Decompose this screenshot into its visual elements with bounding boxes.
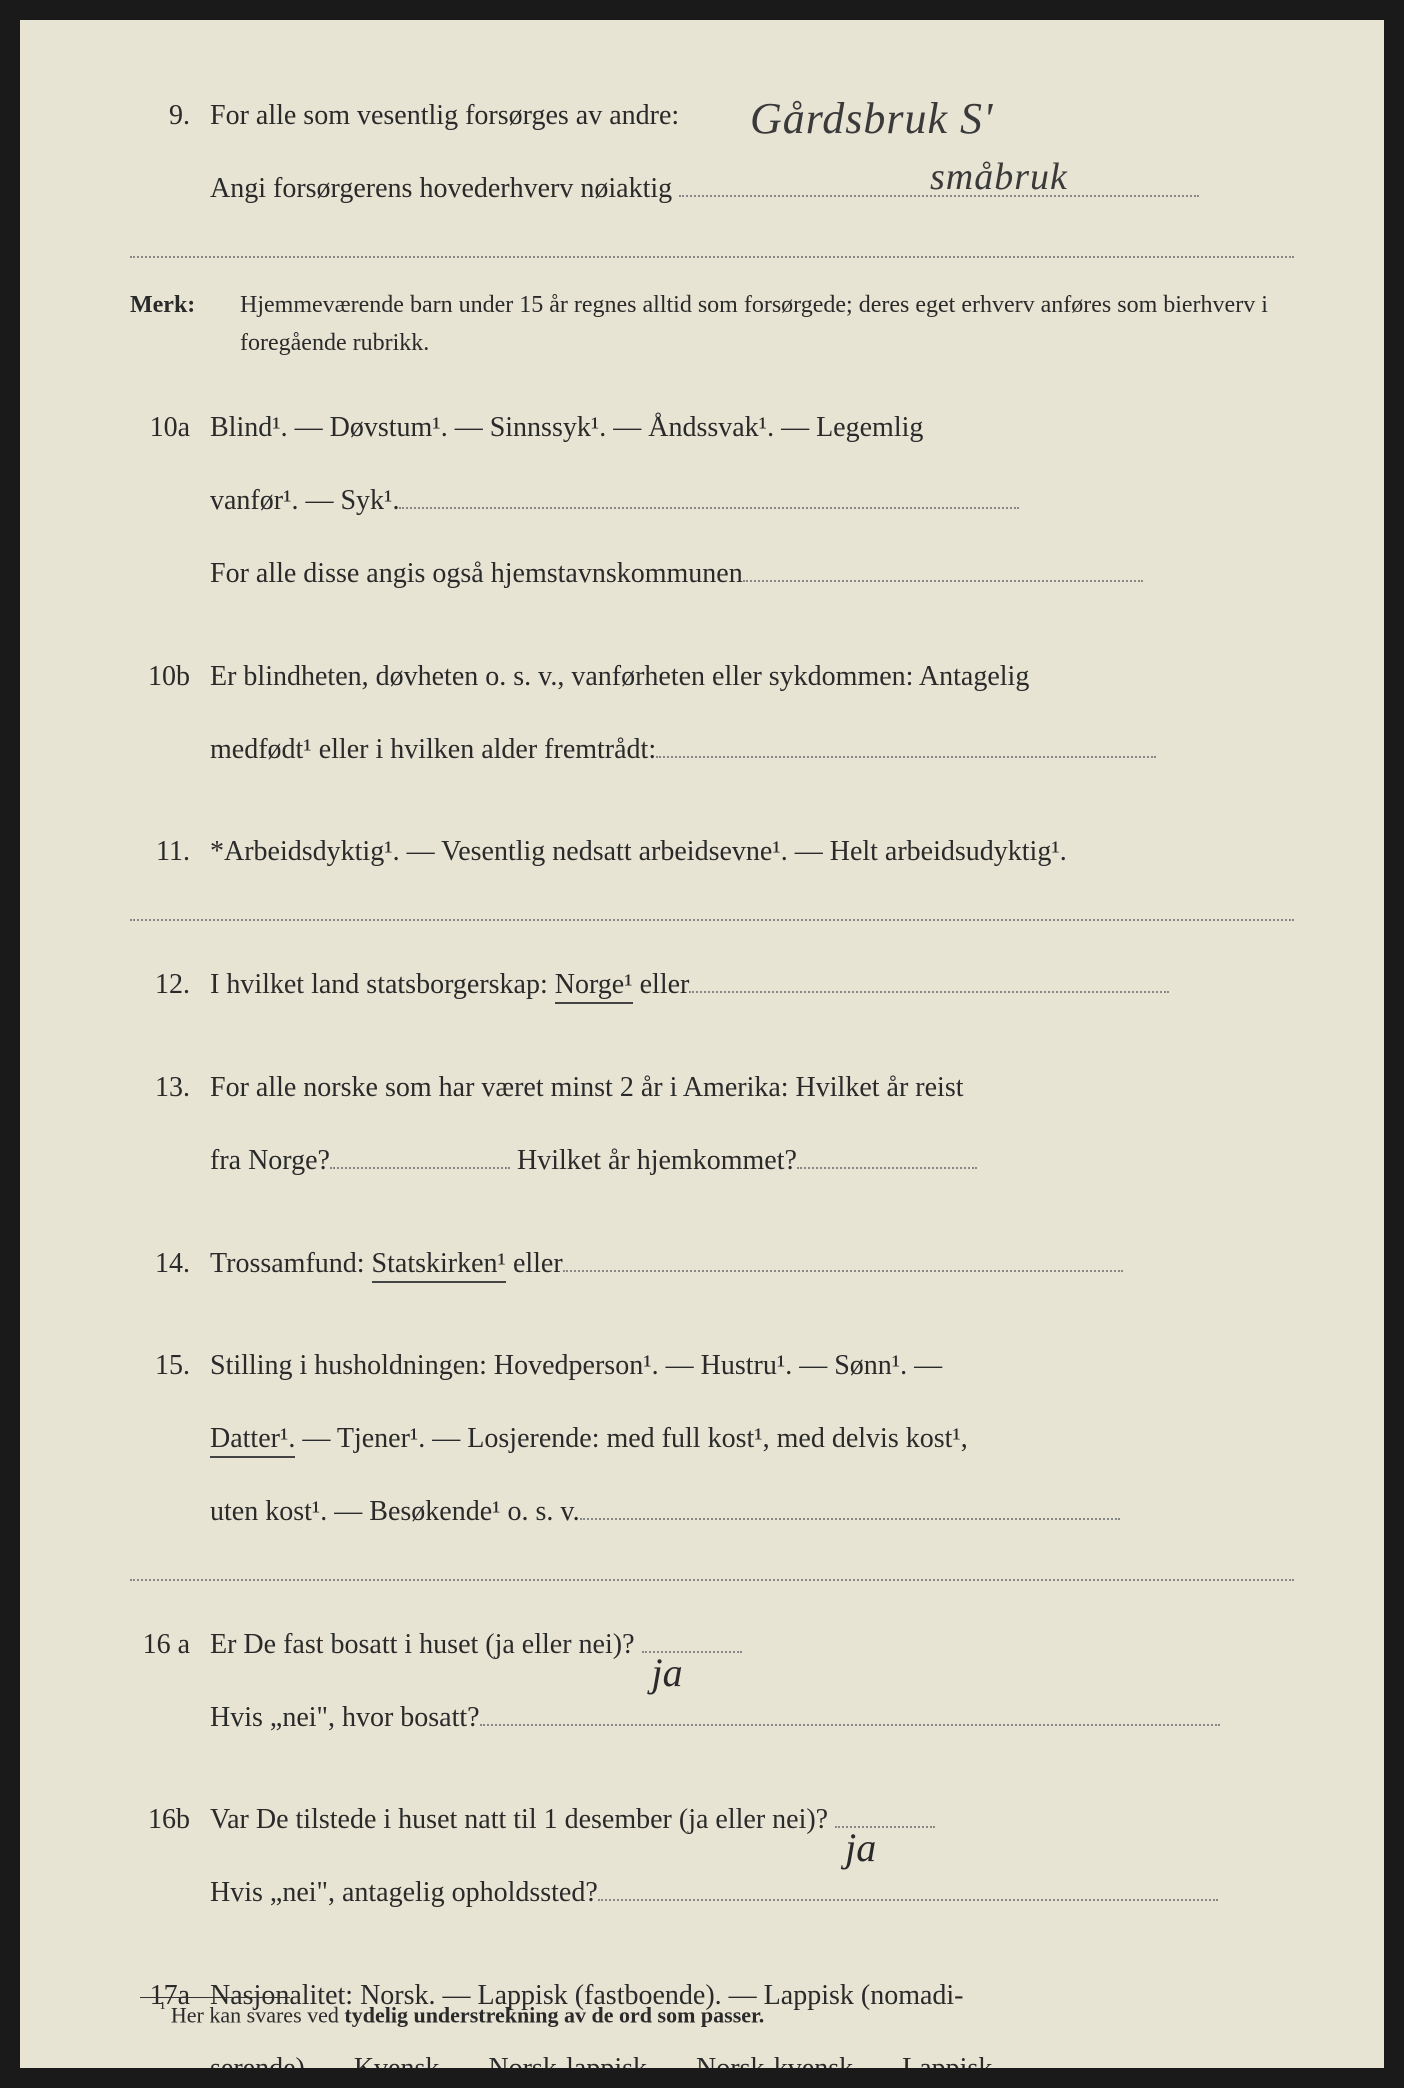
q10a-fill2 xyxy=(743,580,1143,582)
q12-underlined: Norge¹ xyxy=(555,969,633,1004)
q13-line2b: Hvilket år hjemkommet? xyxy=(510,1145,797,1176)
q15-fill xyxy=(580,1518,1120,1520)
question-9: 9. For alle som vesentlig forsørges av a… xyxy=(130,80,1294,226)
q13-line2a: fra Norge? xyxy=(210,1145,330,1176)
q15-number: 15. xyxy=(130,1330,210,1403)
q16a-number: 16 a xyxy=(130,1609,210,1682)
q10a-line1: Blind¹. — Døvstum¹. — Sinnssyk¹. — Åndss… xyxy=(210,412,923,443)
q15-underlined: Datter¹. xyxy=(210,1423,295,1458)
question-10a: 10a Blind¹. — Døvstum¹. — Sinnssyk¹. — Å… xyxy=(130,392,1294,610)
q15-line3: uten kost¹. — Besøkende¹ o. s. v. xyxy=(210,1496,580,1527)
q16b-line2: Hvis „nei", antagelig opholdssted? xyxy=(210,1877,598,1908)
q9-handwritten-2: småbruk xyxy=(930,128,1068,227)
q16a-line2: Hvis „nei", hvor bosatt? xyxy=(210,1702,480,1733)
divider-3 xyxy=(130,1579,1294,1581)
q16b-fill: ja xyxy=(835,1826,935,1828)
merk-label: Merk: xyxy=(130,286,240,363)
footnote: ¹ Her kan svares ved tydelig understrekn… xyxy=(160,1998,764,2028)
q12-prefix: I hvilket land statsborgerskap: xyxy=(210,969,555,1000)
q16b-content: Var De tilstede i huset natt til 1 desem… xyxy=(210,1784,1294,1930)
q16a-fill2 xyxy=(480,1724,1220,1726)
q14-content: Trossamfund: Statskirken¹ eller xyxy=(210,1228,1294,1301)
question-11: 11. *Arbeidsdyktig¹. — Vesentlig nedsatt… xyxy=(130,816,1294,889)
merk-note: Merk: Hjemmeværende barn under 15 år reg… xyxy=(130,286,1294,363)
q12-number: 12. xyxy=(130,949,210,1022)
question-12: 12. I hvilket land statsborgerskap: Norg… xyxy=(130,949,1294,1022)
q9-content: For alle som vesentlig forsørges av andr… xyxy=(210,80,1294,226)
q10b-line1: Er blindheten, døvheten o. s. v., vanfør… xyxy=(210,661,1029,692)
q10b-number: 10b xyxy=(130,641,210,714)
q9-line2-prefix: Angi forsørgerens hovederhverv nøiaktig xyxy=(210,173,672,204)
q11-number: 11. xyxy=(130,816,210,889)
q13-fill1 xyxy=(330,1167,510,1169)
q10b-line2: medfødt¹ eller i hvilken alder fremtrådt… xyxy=(210,734,656,765)
question-16a: 16 a Er De fast bosatt i huset (ja eller… xyxy=(130,1609,1294,1755)
q11-content: *Arbeidsdyktig¹. — Vesentlig nedsatt arb… xyxy=(210,816,1294,889)
q11-text: *Arbeidsdyktig¹. — Vesentlig nedsatt arb… xyxy=(210,836,1067,867)
q15-content: Stilling i husholdningen: Hovedperson¹. … xyxy=(210,1330,1294,1548)
q16b-handwritten: ja xyxy=(845,1796,876,1900)
question-10b: 10b Er blindheten, døvheten o. s. v., va… xyxy=(130,641,1294,787)
q16a-line1: Er De fast bosatt i huset (ja eller nei)… xyxy=(210,1629,635,1660)
q17a-line2: serende). — Kvensk. — Norsk-lappisk. — N… xyxy=(210,2053,1002,2068)
q12-content: I hvilket land statsborgerskap: Norge¹ e… xyxy=(210,949,1294,1022)
question-13: 13. For alle norske som har været minst … xyxy=(130,1052,1294,1198)
q13-fill2 xyxy=(797,1167,977,1169)
q9-line1: For alle som vesentlig forsørges av andr… xyxy=(210,100,679,131)
q10a-content: Blind¹. — Døvstum¹. — Sinnssyk¹. — Åndss… xyxy=(210,392,1294,610)
q14-underlined: Statskirken¹ xyxy=(372,1248,506,1283)
q13-content: For alle norske som har været minst 2 år… xyxy=(210,1052,1294,1198)
q16b-number: 16b xyxy=(130,1784,210,1857)
q16b-line1: Var De tilstede i huset natt til 1 desem… xyxy=(210,1804,828,1835)
divider xyxy=(130,256,1294,258)
q10a-number: 10a xyxy=(130,392,210,465)
q10a-fill xyxy=(399,507,1019,509)
q13-line1: For alle norske som har været minst 2 år… xyxy=(210,1072,964,1103)
footnote-text-part: Her kan svares ved xyxy=(165,2002,344,2027)
question-14: 14. Trossamfund: Statskirken¹ eller xyxy=(130,1228,1294,1301)
q10b-fill xyxy=(656,756,1156,758)
q14-fill xyxy=(563,1270,1123,1272)
q12-fill xyxy=(689,991,1169,993)
divider-2 xyxy=(130,919,1294,921)
q16a-handwritten: ja xyxy=(652,1621,683,1725)
q10a-line3: For alle disse angis også hjemstavnskomm… xyxy=(210,558,743,589)
q16b-fill2 xyxy=(598,1899,1218,1901)
q13-number: 13. xyxy=(130,1052,210,1125)
census-form-page: 9. For alle som vesentlig forsørges av a… xyxy=(20,20,1384,2068)
question-15: 15. Stilling i husholdningen: Hovedperso… xyxy=(130,1330,1294,1548)
q14-suffix: eller xyxy=(506,1248,563,1279)
q16a-fill: ja xyxy=(642,1651,742,1653)
merk-text: Hjemmeværende barn under 15 år regnes al… xyxy=(240,286,1294,363)
q15-line2-rest: — Tjener¹. — Losjerende: med full kost¹,… xyxy=(295,1423,967,1454)
q14-number: 14. xyxy=(130,1228,210,1301)
q10a-line2: vanfør¹. — Syk¹. xyxy=(210,485,399,516)
q14-prefix: Trossamfund: xyxy=(210,1248,372,1279)
question-16b: 16b Var De tilstede i huset natt til 1 d… xyxy=(130,1784,1294,1930)
q9-number: 9. xyxy=(130,80,210,153)
footnote-bold: tydelig understrekning av de ord som pas… xyxy=(344,2002,764,2027)
q12-suffix: eller xyxy=(633,969,690,1000)
q10b-content: Er blindheten, døvheten o. s. v., vanfør… xyxy=(210,641,1294,787)
q15-line1: Stilling i husholdningen: Hovedperson¹. … xyxy=(210,1350,942,1381)
q16a-content: Er De fast bosatt i huset (ja eller nei)… xyxy=(210,1609,1294,1755)
